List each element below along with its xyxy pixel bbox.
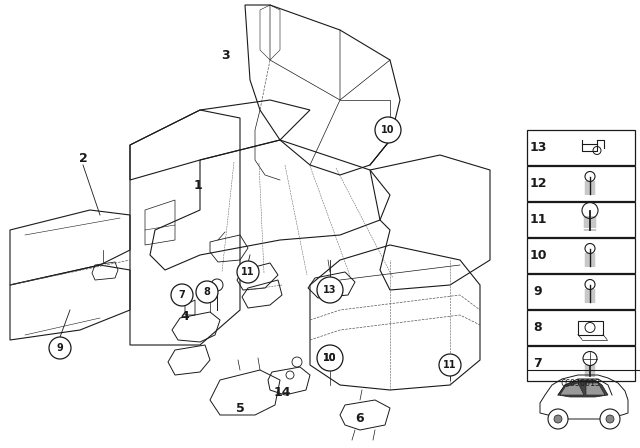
Text: 11: 11 xyxy=(529,213,547,226)
Circle shape xyxy=(600,409,620,429)
Circle shape xyxy=(237,261,259,283)
Bar xyxy=(527,310,635,345)
Circle shape xyxy=(554,415,562,423)
Circle shape xyxy=(439,354,461,376)
Bar xyxy=(578,320,603,335)
Text: 9: 9 xyxy=(56,343,63,353)
Text: 13: 13 xyxy=(529,141,547,154)
Text: 12: 12 xyxy=(529,177,547,190)
Bar xyxy=(527,274,635,309)
Text: 4: 4 xyxy=(180,310,189,323)
Bar xyxy=(527,346,635,381)
Text: 11: 11 xyxy=(444,360,457,370)
Polygon shape xyxy=(540,375,628,419)
Circle shape xyxy=(171,284,193,306)
Bar xyxy=(527,130,635,165)
Bar xyxy=(527,238,635,273)
Text: 11: 11 xyxy=(241,267,255,277)
Text: 14: 14 xyxy=(273,387,291,400)
Polygon shape xyxy=(558,380,608,397)
Text: CC0J6613: CC0J6613 xyxy=(560,379,600,388)
Bar xyxy=(527,166,635,201)
Text: 10: 10 xyxy=(323,353,337,363)
Circle shape xyxy=(317,345,343,371)
Text: 7: 7 xyxy=(179,290,186,300)
Circle shape xyxy=(548,409,568,429)
Text: 8: 8 xyxy=(534,321,542,334)
Polygon shape xyxy=(586,383,605,395)
Text: 7: 7 xyxy=(534,357,542,370)
Text: 5: 5 xyxy=(236,401,244,414)
Text: 10: 10 xyxy=(381,125,395,135)
Text: 1: 1 xyxy=(194,178,202,191)
Text: 9: 9 xyxy=(534,285,542,298)
Circle shape xyxy=(606,415,614,423)
Polygon shape xyxy=(560,383,584,395)
Circle shape xyxy=(317,277,343,303)
Circle shape xyxy=(375,117,401,143)
Circle shape xyxy=(49,337,71,359)
Bar xyxy=(527,202,635,237)
Text: 13: 13 xyxy=(323,285,337,295)
Text: 10: 10 xyxy=(529,249,547,262)
Text: 8: 8 xyxy=(204,287,211,297)
Text: 10: 10 xyxy=(323,353,337,363)
Text: 6: 6 xyxy=(356,412,364,425)
Circle shape xyxy=(318,346,342,370)
Circle shape xyxy=(196,281,218,303)
Text: 3: 3 xyxy=(221,48,229,61)
Text: 2: 2 xyxy=(79,151,88,164)
